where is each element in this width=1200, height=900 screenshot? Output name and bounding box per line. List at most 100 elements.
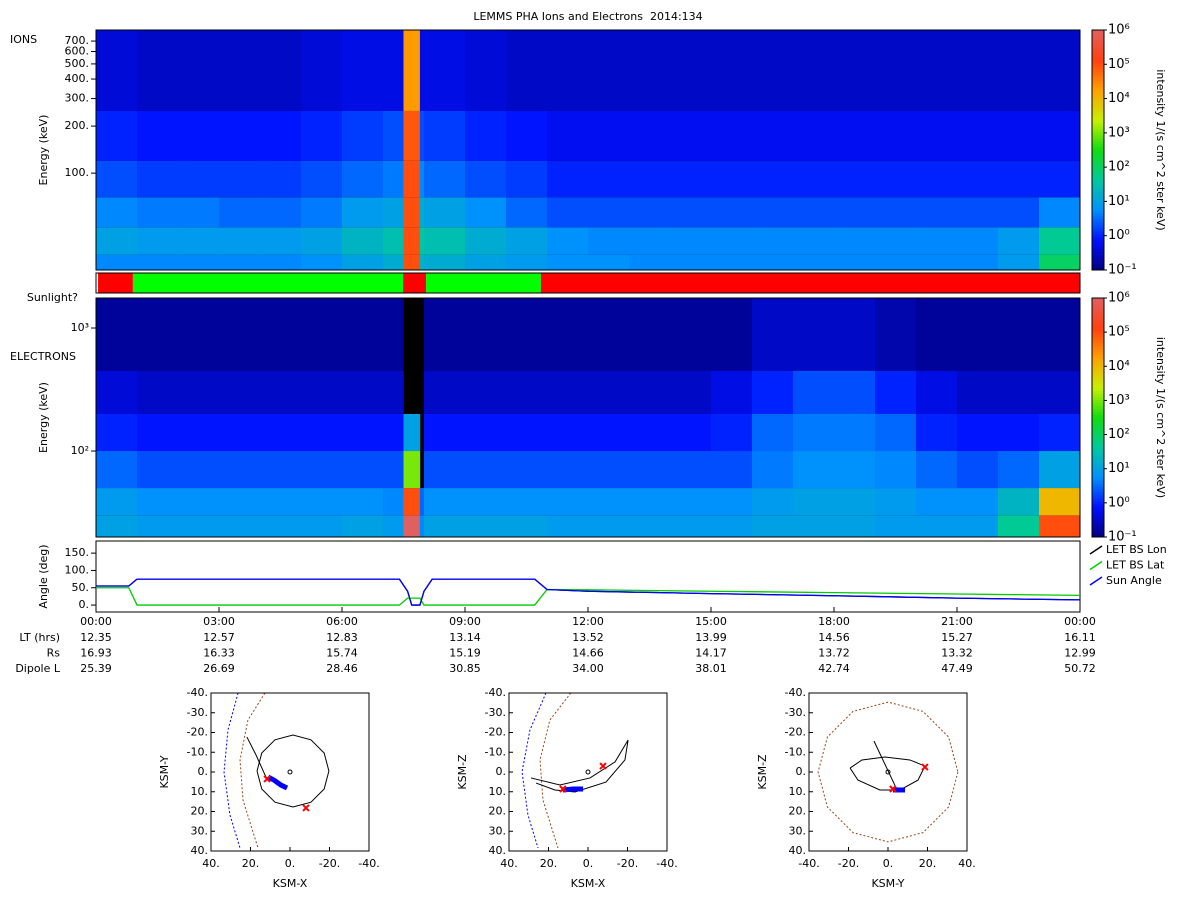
- heatmap-cell: [301, 197, 343, 228]
- colorbar-swatch: [1092, 390, 1104, 394]
- heatmap-cell: [670, 160, 712, 198]
- colorbar-swatch: [1092, 54, 1104, 58]
- x-tick-label: 00:00: [1064, 615, 1096, 628]
- heatmap-cell: [403, 488, 421, 516]
- heatmap-cell: [342, 160, 384, 198]
- x-tick-label: -40.: [798, 857, 819, 870]
- colorbar-swatch: [1092, 501, 1104, 505]
- heatmap-cell: [629, 110, 671, 161]
- ephemeris-value: 15.74: [326, 647, 358, 660]
- colorbar-swatch: [1092, 102, 1104, 106]
- ephemeris-value: 28.46: [326, 662, 358, 675]
- heatmap-cell: [465, 110, 507, 161]
- heatmap-cell: [752, 413, 794, 452]
- heatmap-cell: [506, 254, 548, 270]
- x-tick-label: 03:00: [203, 615, 235, 628]
- heatmap-cell: [588, 110, 630, 161]
- heatmap-cell: [547, 370, 589, 414]
- ephemeris-row-label: LT (hrs): [19, 631, 60, 644]
- ephemeris-value: 12.99: [1064, 647, 1096, 660]
- heatmap-cell: [588, 197, 630, 228]
- heatmap-cell: [260, 515, 302, 537]
- colorbar-swatch: [1092, 141, 1104, 145]
- heatmap-cell: [506, 451, 548, 489]
- heatmap-cell: [547, 227, 589, 255]
- x-tick-label: 15:00: [695, 615, 727, 628]
- colorbar-swatch: [1092, 174, 1104, 178]
- heatmap-cell: [403, 30, 421, 111]
- y-axis-label: Energy (keV): [37, 382, 50, 453]
- ephemeris-value: 50.72: [1064, 662, 1096, 675]
- colorbar-swatch: [1092, 393, 1104, 397]
- legend-label: LET BS Lon: [1106, 543, 1167, 556]
- heatmap-cell: [342, 413, 384, 452]
- heatmap-cell: [957, 227, 999, 255]
- heatmap-cell: [424, 515, 466, 537]
- ephemeris-value: 25.39: [80, 662, 112, 675]
- colorbar-swatch: [1092, 462, 1104, 466]
- colorbar-swatch: [1092, 498, 1104, 502]
- colorbar-swatch: [1092, 456, 1104, 460]
- heatmap-cell: [875, 488, 917, 516]
- colorbar-swatch: [1092, 513, 1104, 517]
- heatmap-cell: [752, 370, 794, 414]
- heatmap-cell: [506, 370, 548, 414]
- heatmap-cell: [342, 197, 384, 228]
- x-tick-label: 40.: [202, 857, 220, 870]
- ephemeris-value: 30.85: [449, 662, 481, 675]
- colorbar-swatch: [1092, 534, 1104, 538]
- heatmap-cell: [629, 515, 671, 537]
- heatmap-cell: [96, 30, 138, 111]
- colorbar-swatch: [1092, 447, 1104, 451]
- heatmap-cell: [711, 451, 753, 489]
- heatmap-cell: [137, 160, 179, 198]
- y-tick-label: -10.: [485, 745, 506, 758]
- heatmap-cell: [96, 488, 138, 516]
- y-tick-label: -30.: [485, 706, 506, 719]
- colorbar-swatch: [1092, 132, 1104, 136]
- colorbar-swatch: [1092, 474, 1104, 478]
- heatmap-cell: [752, 160, 794, 198]
- colorbar-swatch: [1092, 324, 1104, 329]
- heatmap-cell: [834, 370, 876, 414]
- heatmap-cell: [711, 413, 753, 452]
- heatmap-cell: [834, 254, 876, 270]
- x-tick-label: -40.: [656, 857, 677, 870]
- legend-label: LET BS Lat: [1106, 559, 1165, 572]
- colorbar-swatch: [1092, 246, 1104, 250]
- colorbar-swatch: [1092, 504, 1104, 508]
- heatmap-cell: [465, 160, 507, 198]
- heatmap-cell: [998, 488, 1040, 516]
- heatmap-cell: [96, 413, 138, 452]
- colorbar-swatch: [1092, 150, 1104, 154]
- heatmap-cell: [137, 451, 179, 489]
- heatmap-cell: [629, 413, 671, 452]
- colorbar-swatch: [1092, 348, 1104, 353]
- heatmap-cell: [957, 30, 999, 111]
- position-marker: [889, 785, 897, 793]
- heatmap-cell: [752, 298, 794, 371]
- ephemeris-value: 16.93: [80, 647, 112, 660]
- ephemeris-value: 13.72: [818, 647, 850, 660]
- colorbar-swatch: [1092, 117, 1104, 121]
- heatmap-cell: [793, 197, 835, 228]
- x-axis-label: KSM-X: [571, 877, 606, 890]
- colorbar-tick-label: 10⁻¹: [1108, 530, 1137, 545]
- heatmap-cell: [465, 370, 507, 414]
- heatmap-cell: [670, 254, 712, 270]
- ephemeris-value: 13.52: [572, 631, 604, 644]
- heatmap-cell: [711, 370, 753, 414]
- heatmap-cell: [260, 298, 302, 371]
- colorbar-swatch: [1092, 264, 1104, 268]
- heatmap-cell: [260, 160, 302, 198]
- colorbar-swatch: [1092, 486, 1104, 490]
- colorbar-swatch: [1092, 189, 1104, 193]
- heatmap-cell: [301, 370, 343, 414]
- colorbar-swatch: [1092, 336, 1104, 341]
- heatmap-cell: [1039, 515, 1081, 537]
- ephemeris-value: 47.49: [941, 662, 973, 675]
- x-tick-label: -40.: [358, 857, 379, 870]
- colorbar-tick-label: 10⁵: [1108, 57, 1130, 72]
- colorbar-swatch: [1092, 33, 1104, 37]
- heatmap-cell: [752, 197, 794, 228]
